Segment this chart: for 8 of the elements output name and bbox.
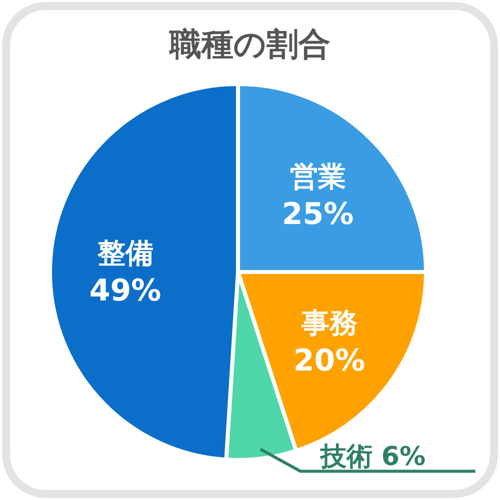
data-label: 25% [282, 197, 354, 232]
data-label: 49% [89, 273, 162, 308]
chart-title: 職種の割合 [168, 25, 330, 63]
slice-label: 営業 [290, 160, 346, 194]
slice-label: 整備 [96, 236, 154, 270]
data-label: 20% [293, 343, 366, 378]
slice-label: 事務 [300, 306, 358, 340]
slice-label: 技術 6% [319, 442, 426, 472]
